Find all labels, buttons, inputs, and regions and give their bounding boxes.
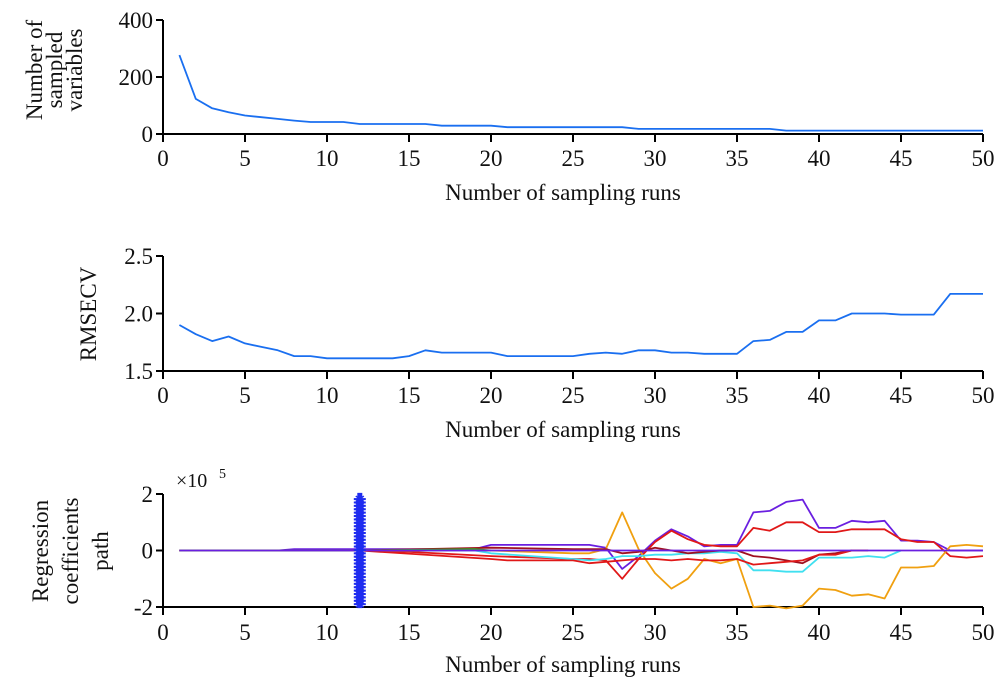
regression-coefficients-x-tick-label: 30	[644, 620, 667, 645]
sampled-variables-x-tick-label: 50	[972, 146, 995, 171]
regression-coefficients-multiplier-exponent: 5	[219, 467, 226, 482]
rmsecv-y-tick-label: 2.5	[124, 244, 153, 269]
regression-coefficients-y-axis-label: coefficients	[58, 498, 83, 605]
regression-coefficients-x-tick-label: 10	[316, 620, 339, 645]
sampled-variables-x-tick-label: 5	[239, 146, 251, 171]
sampled-variables-y-tick-label: 400	[119, 8, 154, 33]
rmsecv-x-tick-label: 25	[562, 383, 585, 408]
rmsecv-x-tick-label: 35	[726, 383, 749, 408]
optimal-run-asterisk-marker	[355, 495, 365, 503]
sampled-variables-y-axis-label: sampled	[42, 31, 67, 108]
sampled-variables-x-axis-label: Number of sampling runs	[445, 180, 681, 205]
rmsecv-x-tick-label: 0	[157, 383, 169, 408]
regression-coefficients-x-tick-label: 20	[480, 620, 503, 645]
sampled-variables-x-tick-label: 35	[726, 146, 749, 171]
rmsecv-x-tick-label: 45	[890, 383, 913, 408]
sampled-variables-x-tick-label: 0	[157, 146, 169, 171]
rmsecv-x-tick-label: 15	[398, 383, 421, 408]
sampled-variables-y-tick-label: 200	[119, 65, 154, 90]
regression-coefficients-y-axis-label: Regression	[28, 499, 53, 602]
rmsecv-x-tick-label: 50	[972, 383, 995, 408]
series-line-rmsecv	[178, 292, 983, 360]
regression-coefficients-x-tick-label: 35	[726, 620, 749, 645]
regression-coefficients-x-tick-label: 5	[239, 620, 251, 645]
sampled-variables-x-tick-label: 45	[890, 146, 913, 171]
rmsecv-y-tick-label: 2.0	[124, 302, 153, 327]
rmsecv-y-tick-label: 1.5	[124, 359, 153, 384]
rmsecv-x-axis-label: Number of sampling runs	[445, 417, 681, 442]
regression-coefficients-x-tick-label: 50	[972, 620, 995, 645]
rmsecv-x-tick-label: 5	[239, 383, 251, 408]
sampled-variables-x-tick-label: 15	[398, 146, 421, 171]
series-line-coef-purple-a	[179, 498, 983, 570]
regression-coefficients-x-tick-label: 45	[890, 620, 913, 645]
sampled-variables-y-axis-label: Number of	[22, 20, 47, 121]
series-line-coef-cyan	[179, 549, 902, 573]
regression-coefficients-x-axis-label: Number of sampling runs	[445, 652, 681, 677]
sampled-variables-x-tick-label: 30	[644, 146, 667, 171]
series-line-number-of-sampled-variables	[178, 54, 983, 132]
sampled-variables-y-tick-label: 0	[142, 122, 154, 147]
regression-coefficients-x-tick-label: 15	[398, 620, 421, 645]
series-line-coef-red-a	[179, 521, 984, 580]
series-line-coef-darkred	[179, 546, 852, 565]
regression-coefficients-y-tick-label: 2	[142, 482, 154, 507]
regression-coefficients-y-axis-label: path	[88, 531, 113, 571]
regression-coefficients-y-tick-label: 0	[142, 539, 154, 564]
regression-coefficients-x-tick-label: 40	[808, 620, 831, 645]
regression-coefficients-x-tick-label: 25	[562, 620, 585, 645]
regression-coefficients-y-tick-label: -2	[134, 595, 153, 620]
sampled-variables-y-axis-label: variables	[62, 28, 87, 111]
rmsecv-y-axis-label: RMSECV	[76, 266, 101, 361]
rmsecv-x-tick-label: 30	[644, 383, 667, 408]
rmsecv-x-tick-label: 40	[808, 383, 831, 408]
sampled-variables-x-tick-label: 40	[808, 146, 831, 171]
regression-coefficients-x-tick-label: 0	[157, 620, 169, 645]
series-line-coef-red-b	[179, 549, 869, 566]
rmsecv-x-tick-label: 10	[316, 383, 339, 408]
sampled-variables-x-tick-label: 10	[316, 146, 339, 171]
sampled-variables-x-tick-label: 20	[480, 146, 503, 171]
sampled-variables-x-tick-label: 25	[562, 146, 585, 171]
rmsecv-x-tick-label: 20	[480, 383, 503, 408]
regression-coefficients-multiplier-label: ×10	[176, 470, 207, 492]
